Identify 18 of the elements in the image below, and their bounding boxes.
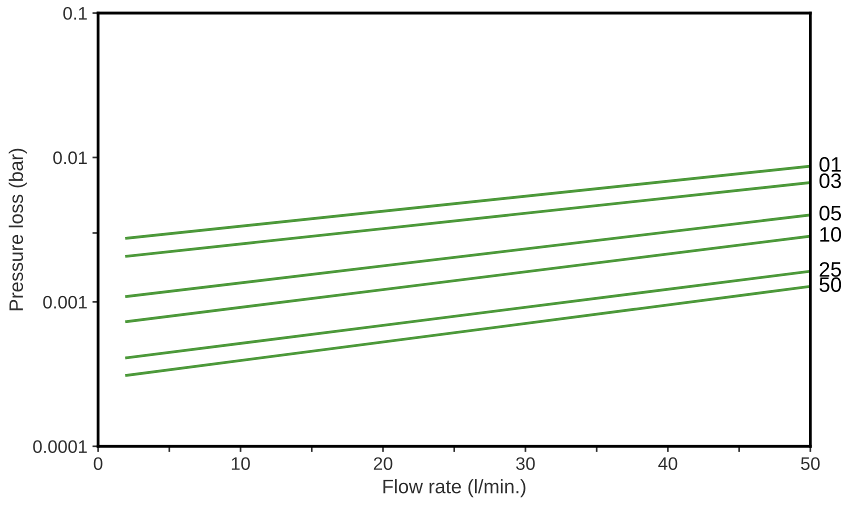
x-tick-label: 10 <box>232 457 250 470</box>
series-label: 01 <box>819 157 841 172</box>
x-tick-label: 0 <box>94 457 102 470</box>
series-label: 03 <box>819 173 841 188</box>
y-tick-label: 0.0001 <box>33 440 87 454</box>
y-tick-label: 0.001 <box>43 296 87 309</box>
y-axis-title: Pressure loss (bar) <box>8 148 27 310</box>
series-label: 25 <box>820 262 841 277</box>
x-tick-label: 50 <box>801 457 820 470</box>
y-tick-label: 0.01 <box>53 151 87 164</box>
x-tick-label: 20 <box>374 457 392 470</box>
series-label: 05 <box>819 206 841 221</box>
series-label: 10 <box>820 227 842 242</box>
series-label: 50 <box>820 277 842 292</box>
x-tick-label: 30 <box>516 457 535 470</box>
x-axis-title: Flow rate (l/min.) <box>383 479 526 498</box>
x-tick-label: 40 <box>658 457 678 470</box>
y-tick-label: 0.1 <box>63 6 87 20</box>
